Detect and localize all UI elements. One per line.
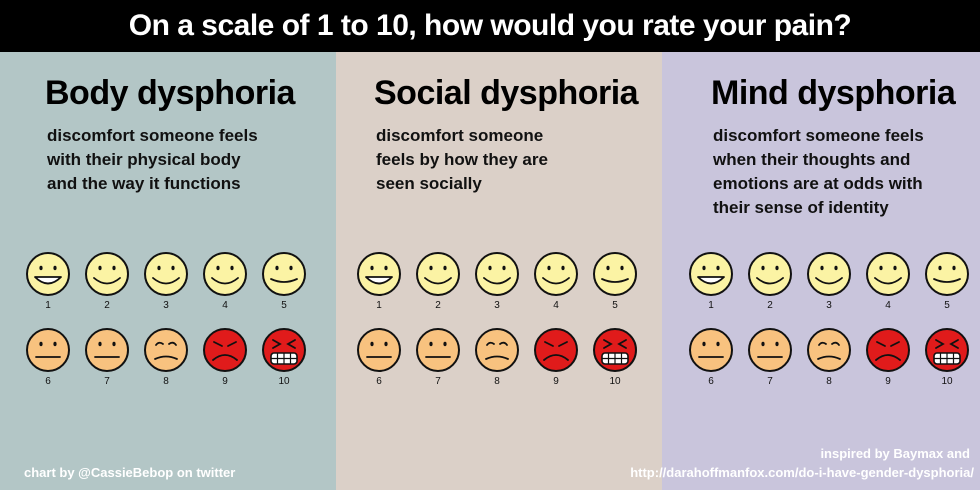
sad-face: [144, 328, 188, 372]
slight-smile-face: [262, 252, 306, 296]
neutral-face: [748, 328, 792, 372]
smile-face: [807, 252, 851, 296]
scale-number: 8: [826, 376, 832, 387]
pain-scale: 1 2 3 4 5 6 7 8 9 10: [0, 250, 336, 400]
scale-number: 9: [553, 376, 559, 387]
sad-face: [807, 328, 851, 372]
smile-face: [534, 252, 578, 296]
grimace-face: [534, 328, 578, 372]
big-smile-face: [357, 252, 401, 296]
neutral-face: [357, 328, 401, 372]
smile-face: [866, 252, 910, 296]
scale-number: 7: [104, 376, 110, 387]
scale-number: 6: [708, 376, 714, 387]
neutral-face: [689, 328, 733, 372]
smile-face: [748, 252, 792, 296]
scale-number: 8: [494, 376, 500, 387]
neutral-face: [26, 328, 70, 372]
inspiration-credit: inspired by Baymax and: [820, 446, 970, 461]
scale-number: 6: [376, 376, 382, 387]
big-smile-face: [689, 252, 733, 296]
smile-face: [416, 252, 460, 296]
body-dysphoria-panel: Body dysphoria discomfort someone feels …: [0, 52, 336, 490]
page-title: On a scale of 1 to 10, how would you rat…: [0, 0, 980, 52]
pain-scale-faces: 1 2 3 4 5 6 7 8 9 10: [689, 252, 969, 387]
scale-number: 5: [612, 300, 618, 311]
panel-title: Body dysphoria: [45, 74, 295, 112]
smile-face: [475, 252, 519, 296]
scale-number: 3: [826, 300, 832, 311]
pain-scale-faces: 1 2 3 4 5 6 7 8 9 10: [26, 252, 306, 387]
pain-scale: 1 2 3 4 5 6 7 8 9 10: [336, 250, 662, 400]
panel-title: Mind dysphoria: [711, 74, 956, 112]
scale-number: 2: [435, 300, 441, 311]
panel-title: Social dysphoria: [374, 74, 639, 112]
scale-number: 9: [222, 376, 228, 387]
scale-number: 4: [553, 300, 559, 311]
scale-number: 10: [278, 376, 290, 387]
source-url: http://darahoffmanfox.com/do-i-have-gend…: [630, 465, 974, 480]
slight-smile-face: [925, 252, 969, 296]
scale-number: 6: [45, 376, 51, 387]
scale-number: 4: [885, 300, 891, 311]
scale-number: 2: [767, 300, 773, 311]
scale-number: 2: [104, 300, 110, 311]
grimace-face: [203, 328, 247, 372]
pain-face: [593, 328, 637, 372]
pain-face: [262, 328, 306, 372]
scale-number: 1: [708, 300, 714, 311]
smile-face: [203, 252, 247, 296]
sad-face: [475, 328, 519, 372]
scale-number: 10: [941, 376, 953, 387]
pain-face: [925, 328, 969, 372]
big-smile-face: [26, 252, 70, 296]
scale-number: 5: [944, 300, 950, 311]
scale-number: 8: [163, 376, 169, 387]
panel-description: discomfort someone feels with their phys…: [47, 126, 258, 193]
neutral-face: [85, 328, 129, 372]
scale-number: 9: [885, 376, 891, 387]
scale-number: 3: [494, 300, 500, 311]
scale-number: 1: [376, 300, 382, 311]
smile-face: [85, 252, 129, 296]
scale-number: 7: [435, 376, 441, 387]
chart-credit: chart by @CassieBebop on twitter: [24, 465, 236, 480]
pain-scale-faces: 1 2 3 4 5 6 7 8 9 10: [357, 252, 637, 387]
scale-number: 3: [163, 300, 169, 311]
mind-dysphoria-panel: Mind dysphoria discomfort someone feels …: [662, 52, 980, 490]
panel-description: discomfort someone feels by how they are…: [376, 126, 548, 193]
scale-number: 5: [281, 300, 287, 311]
neutral-face: [416, 328, 460, 372]
panel-description: discomfort someone feels when their thou…: [713, 126, 924, 217]
scale-number: 4: [222, 300, 228, 311]
social-dysphoria-panel: Social dysphoria discomfort someone feel…: [336, 52, 662, 490]
smile-face: [144, 252, 188, 296]
scale-number: 10: [609, 376, 621, 387]
scale-number: 7: [767, 376, 773, 387]
slight-smile-face: [593, 252, 637, 296]
pain-scale: 1 2 3 4 5 6 7 8 9 10: [662, 250, 980, 400]
scale-number: 1: [45, 300, 51, 311]
grimace-face: [866, 328, 910, 372]
